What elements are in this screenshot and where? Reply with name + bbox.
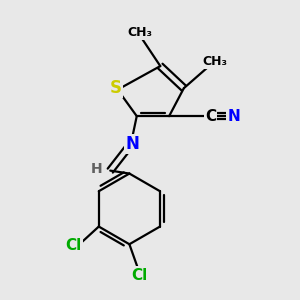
- Text: Cl: Cl: [66, 238, 82, 253]
- Text: C: C: [205, 109, 216, 124]
- Text: CH₃: CH₃: [202, 55, 227, 68]
- Text: Cl: Cl: [132, 268, 148, 283]
- Text: H: H: [91, 162, 103, 176]
- Text: N: N: [125, 135, 139, 153]
- Text: CH₃: CH₃: [127, 26, 152, 39]
- Text: N: N: [227, 109, 240, 124]
- Text: S: S: [110, 79, 122, 97]
